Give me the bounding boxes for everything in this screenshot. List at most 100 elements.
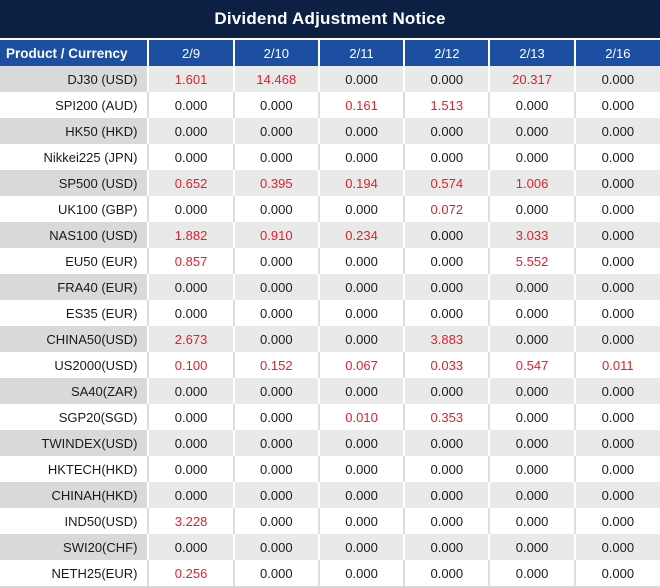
value-cell: 0.000 xyxy=(574,430,660,456)
dividend-table: Product / Currency 2/9 2/10 2/11 2/12 2/13 2/… xyxy=(0,40,660,586)
value-cell: 0.000 xyxy=(318,196,406,222)
value-cell: 0.000 xyxy=(233,508,320,534)
value-cell: 0.574 xyxy=(404,170,491,196)
product-cell: NETH25(EUR) xyxy=(0,560,150,586)
product-cell: HK50 (HKD) xyxy=(0,118,150,144)
value-cell: 0.100 xyxy=(148,352,235,378)
value-cell: 0.011 xyxy=(574,352,660,378)
value-cell: 0.000 xyxy=(404,482,491,508)
product-cell: SGP20(SGD) xyxy=(0,404,150,430)
value-cell: 0.000 xyxy=(148,274,235,300)
product-cell: FRA40 (EUR) xyxy=(0,274,150,300)
value-cell: 0.000 xyxy=(404,430,491,456)
product-cell: CHINAH(HKD) xyxy=(0,482,150,508)
table-header: Product / Currency 2/9 2/10 2/11 2/12 2/13 2/… xyxy=(0,40,660,66)
product-cell: NAS100 (USD) xyxy=(0,222,150,248)
table-body: DJ30 (USD) 1.601 14.468 0.000 0.000 20.317 0.0… xyxy=(0,66,660,586)
value-cell: 0.010 xyxy=(318,404,406,430)
value-cell: 0.000 xyxy=(574,274,660,300)
value-cell: 0.000 xyxy=(318,248,406,274)
value-cell: 0.000 xyxy=(404,378,491,404)
value-cell: 0.000 xyxy=(404,534,491,560)
value-cell: 0.000 xyxy=(574,248,660,274)
value-cell: 14.468 xyxy=(233,66,320,92)
table-row: Nikkei225 (JPN) 0.000 0.000 0.000 0.000 0.000… xyxy=(0,144,660,170)
value-cell: 0.000 xyxy=(489,430,576,456)
value-cell: 0.000 xyxy=(318,560,406,586)
value-cell: 0.353 xyxy=(404,404,491,430)
value-cell: 0.000 xyxy=(233,274,320,300)
value-cell: 0.547 xyxy=(489,352,576,378)
value-cell: 0.000 xyxy=(574,92,660,118)
date-column-header: 2/12 xyxy=(404,40,491,66)
value-cell: 0.000 xyxy=(574,378,660,404)
value-cell: 1.006 xyxy=(489,170,576,196)
value-cell: 0.256 xyxy=(148,560,235,586)
table-row: HK50 (HKD) 0.000 0.000 0.000 0.000 0.000 0.000 xyxy=(0,118,660,144)
value-cell: 0.000 xyxy=(148,144,235,170)
table-row: EU50 (EUR) 0.857 0.000 0.000 0.000 5.552 0.000 xyxy=(0,248,660,274)
value-cell: 0.067 xyxy=(318,352,406,378)
value-cell: 0.000 xyxy=(404,560,491,586)
value-cell: 0.000 xyxy=(148,300,235,326)
value-cell: 0.000 xyxy=(148,456,235,482)
value-cell: 0.000 xyxy=(489,404,576,430)
value-cell: 0.033 xyxy=(404,352,491,378)
table-row: CHINA50(USD) 2.673 0.000 0.000 3.883 0.000 0.0… xyxy=(0,326,660,352)
product-cell: HKTECH(HKD) xyxy=(0,456,150,482)
date-column-header: 2/11 xyxy=(318,40,406,66)
table-row: HKTECH(HKD) 0.000 0.000 0.000 0.000 0.000 0.00… xyxy=(0,456,660,482)
value-cell: 0.000 xyxy=(404,248,491,274)
value-cell: 0.000 xyxy=(318,326,406,352)
table-row: US2000(USD) 0.100 0.152 0.067 0.033 0.547 0.01… xyxy=(0,352,660,378)
value-cell: 0.000 xyxy=(233,404,320,430)
product-cell: SPI200 (AUD) xyxy=(0,92,150,118)
value-cell: 0.000 xyxy=(318,534,406,560)
value-cell: 0.000 xyxy=(233,196,320,222)
product-cell: CHINA50(USD) xyxy=(0,326,150,352)
table-row: SP500 (USD) 0.652 0.395 0.194 0.574 1.006 0.00… xyxy=(0,170,660,196)
value-cell: 3.883 xyxy=(404,326,491,352)
value-cell: 0.000 xyxy=(489,118,576,144)
value-cell: 0.000 xyxy=(233,430,320,456)
value-cell: 0.000 xyxy=(318,118,406,144)
value-cell: 0.000 xyxy=(318,66,406,92)
value-cell: 0.000 xyxy=(148,404,235,430)
value-cell: 0.000 xyxy=(574,196,660,222)
value-cell: 0.072 xyxy=(404,196,491,222)
value-cell: 0.000 xyxy=(318,482,406,508)
table-row: ES35 (EUR) 0.000 0.000 0.000 0.000 0.000 0.000 xyxy=(0,300,660,326)
value-cell: 0.000 xyxy=(489,534,576,560)
value-cell: 0.000 xyxy=(404,508,491,534)
table-row: SGP20(SGD) 0.000 0.000 0.010 0.353 0.000 0.000 xyxy=(0,404,660,430)
value-cell: 0.000 xyxy=(148,118,235,144)
value-cell: 0.000 xyxy=(574,534,660,560)
value-cell: 0.000 xyxy=(574,456,660,482)
value-cell: 1.513 xyxy=(404,92,491,118)
value-cell: 0.910 xyxy=(233,222,320,248)
value-cell: 0.000 xyxy=(233,118,320,144)
value-cell: 0.000 xyxy=(318,456,406,482)
product-cell: SWI20(CHF) xyxy=(0,534,150,560)
value-cell: 0.000 xyxy=(489,196,576,222)
value-cell: 0.000 xyxy=(489,144,576,170)
value-cell: 0.000 xyxy=(489,92,576,118)
value-cell: 0.000 xyxy=(404,300,491,326)
value-cell: 0.000 xyxy=(233,326,320,352)
value-cell: 0.000 xyxy=(318,274,406,300)
table-row: CHINAH(HKD) 0.000 0.000 0.000 0.000 0.000 0.00… xyxy=(0,482,660,508)
value-cell: 0.000 xyxy=(489,456,576,482)
value-cell: 0.000 xyxy=(574,482,660,508)
value-cell: 0.000 xyxy=(233,482,320,508)
value-cell: 5.552 xyxy=(489,248,576,274)
value-cell: 0.000 xyxy=(148,92,235,118)
product-cell: SA40(ZAR) xyxy=(0,378,150,404)
value-cell: 1.601 xyxy=(148,66,235,92)
value-cell: 0.000 xyxy=(574,508,660,534)
table-row: NAS100 (USD) 1.882 0.910 0.234 0.000 3.033 0.0… xyxy=(0,222,660,248)
table-row: SWI20(CHF) 0.000 0.000 0.000 0.000 0.000 0.000 xyxy=(0,534,660,560)
value-cell: 0.000 xyxy=(489,560,576,586)
product-cell: Nikkei225 (JPN) xyxy=(0,144,150,170)
value-cell: 1.882 xyxy=(148,222,235,248)
